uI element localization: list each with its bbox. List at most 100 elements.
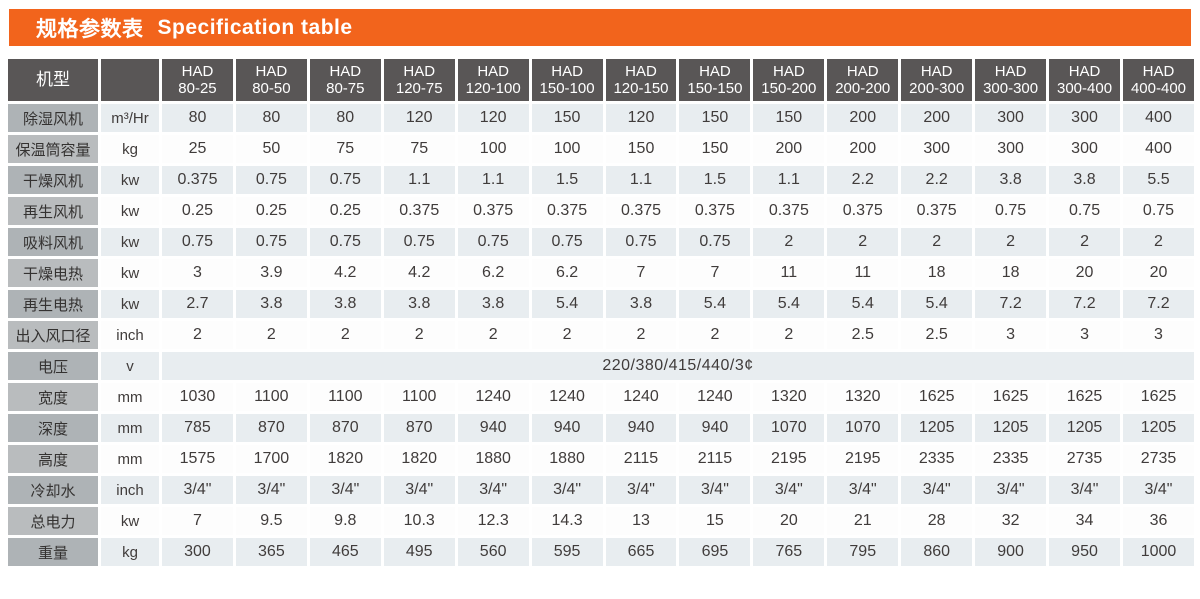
model-number: 150-100 — [539, 80, 595, 97]
cell-value: 0.75 — [309, 228, 381, 256]
cell-value: 1.1 — [753, 166, 825, 194]
row-unit: inch — [101, 476, 159, 504]
model-number: 80-75 — [326, 80, 365, 97]
cell-value: 200 — [901, 104, 973, 132]
model-header-had-120-150: HAD 120-150 — [605, 59, 677, 101]
cell-value: 7.2 — [975, 290, 1047, 318]
cell-value: 1240 — [531, 383, 603, 411]
model-header-had-120-100: HAD 120-100 — [457, 59, 529, 101]
cell-value: 3/4" — [383, 476, 455, 504]
cell-value: 765 — [753, 538, 825, 566]
row-unit: kw — [101, 259, 159, 287]
spec-row-6: 再生电热 kw 2.7 3.8 3.8 3.8 3.8 5.4 3.8 5.4 5.4 5.4 5.4 7… — [8, 290, 1194, 318]
cell-value: 0.75 — [975, 197, 1047, 225]
row-unit: inch — [101, 321, 159, 349]
cell-value: 80 — [235, 104, 307, 132]
cell-value: 2 — [1122, 228, 1194, 256]
model-header-had-400-400: HAD 400-400 — [1122, 59, 1194, 101]
cell-value: 1.5 — [679, 166, 751, 194]
cell-value: 75 — [383, 135, 455, 163]
cell-value: 1880 — [531, 445, 603, 473]
spec-row-13: 总电力 kw 7 9.5 9.8 10.3 12.3 14.3 13 15 20 21 28 32 34 36 — [8, 507, 1194, 535]
row-label: 再生风机 — [8, 197, 98, 225]
cell-value: 2 — [605, 321, 677, 349]
row-label: 宽度 — [8, 383, 98, 411]
cell-value: 1205 — [901, 414, 973, 442]
cell-value: 1320 — [753, 383, 825, 411]
model-header-had-150-150: HAD 150-150 — [679, 59, 751, 101]
page: 规格参数表 Specification table 机型 HAD 80-25 HAD 8… — [0, 9, 1200, 569]
model-number: 120-100 — [465, 80, 521, 97]
cell-value: 1880 — [457, 445, 529, 473]
cell-value: 120 — [605, 104, 677, 132]
spec-row-9: 宽度 mm 1030 1100 1100 1100 1240 1240 1240 1240 1320… — [8, 383, 1194, 411]
cell-value: 150 — [679, 135, 751, 163]
row-label: 干燥电热 — [8, 259, 98, 287]
cell-value: 150 — [605, 135, 677, 163]
cell-value: 0.25 — [162, 197, 233, 225]
cell-value: 3/4" — [1049, 476, 1120, 504]
cell-value: 0.75 — [457, 228, 529, 256]
cell-value: 2 — [901, 228, 973, 256]
cell-value: 2735 — [1122, 445, 1194, 473]
row-label: 冷却水 — [8, 476, 98, 504]
cell-value: 785 — [162, 414, 233, 442]
spec-row-7: 出入风口径 inch 2 2 2 2 2 2 2 2 2 2.5 2.5 3 3 3 — [8, 321, 1194, 349]
cell-value: 940 — [457, 414, 529, 442]
model-prefix: HAD — [1142, 62, 1175, 80]
spec-row-2: 干燥风机 kw 0.375 0.75 0.75 1.1 1.1 1.5 1.1 1.5 1.1 2.2… — [8, 166, 1194, 194]
cell-value: 10.3 — [383, 507, 455, 535]
cell-value: 2 — [753, 321, 825, 349]
cell-value: 950 — [1049, 538, 1120, 566]
cell-value: 1100 — [235, 383, 307, 411]
model-prefix: HAD — [994, 62, 1027, 80]
cell-value: 3/4" — [309, 476, 381, 504]
cell-value: 3/4" — [975, 476, 1047, 504]
model-header-had-150-100: HAD 150-100 — [531, 59, 603, 101]
cell-value: 300 — [1049, 104, 1120, 132]
cell-value: 200 — [753, 135, 825, 163]
cell-value: 365 — [235, 538, 307, 566]
spec-row-10: 深度 mm 785 870 870 870 940 940 940 940 1070 1070 1205… — [8, 414, 1194, 442]
cell-value: 940 — [605, 414, 677, 442]
cell-value: 2735 — [1049, 445, 1120, 473]
cell-value: 870 — [235, 414, 307, 442]
cell-value: 1205 — [1049, 414, 1120, 442]
cell-value: 2195 — [753, 445, 825, 473]
cell-value: 0.25 — [235, 197, 307, 225]
cell-value: 7 — [162, 507, 233, 535]
cell-value: 2335 — [901, 445, 973, 473]
cell-value: 3 — [1049, 321, 1120, 349]
cell-value: 3.8 — [1049, 166, 1120, 194]
cell-value: 300 — [1049, 135, 1120, 163]
cell-value: 1000 — [1122, 538, 1194, 566]
row-merged-value: 220/380/415/440/3¢ — [162, 352, 1194, 380]
cell-value: 0.75 — [162, 228, 233, 256]
cell-value: 3/4" — [901, 476, 973, 504]
cell-value: 2 — [309, 321, 381, 349]
cell-value: 5.4 — [531, 290, 603, 318]
row-label: 深度 — [8, 414, 98, 442]
cell-value: 3/4" — [457, 476, 529, 504]
cell-value: 32 — [975, 507, 1047, 535]
row-unit: m³/Hr — [101, 104, 159, 132]
cell-value: 795 — [827, 538, 899, 566]
cell-value: 28 — [901, 507, 973, 535]
cell-value: 120 — [383, 104, 455, 132]
cell-value: 0.375 — [531, 197, 603, 225]
row-unit: kw — [101, 197, 159, 225]
cell-value: 20 — [753, 507, 825, 535]
cell-value: 2 — [383, 321, 455, 349]
cell-value: 595 — [531, 538, 603, 566]
cell-value: 20 — [1049, 259, 1120, 287]
spec-row-5: 干燥电热 kw 3 3.9 4.2 4.2 6.2 6.2 7 7 11 11 18 18 20 20 — [8, 259, 1194, 287]
model-header-had-150-200: HAD 150-200 — [753, 59, 825, 101]
cell-value: 7 — [605, 259, 677, 287]
model-prefix: HAD — [773, 62, 805, 80]
row-unit: mm — [101, 414, 159, 442]
model-number: 300-300 — [983, 80, 1039, 97]
row-unit: mm — [101, 383, 159, 411]
cell-value: 3/4" — [1122, 476, 1194, 504]
cell-value: 150 — [531, 104, 603, 132]
cell-value: 1625 — [1049, 383, 1120, 411]
